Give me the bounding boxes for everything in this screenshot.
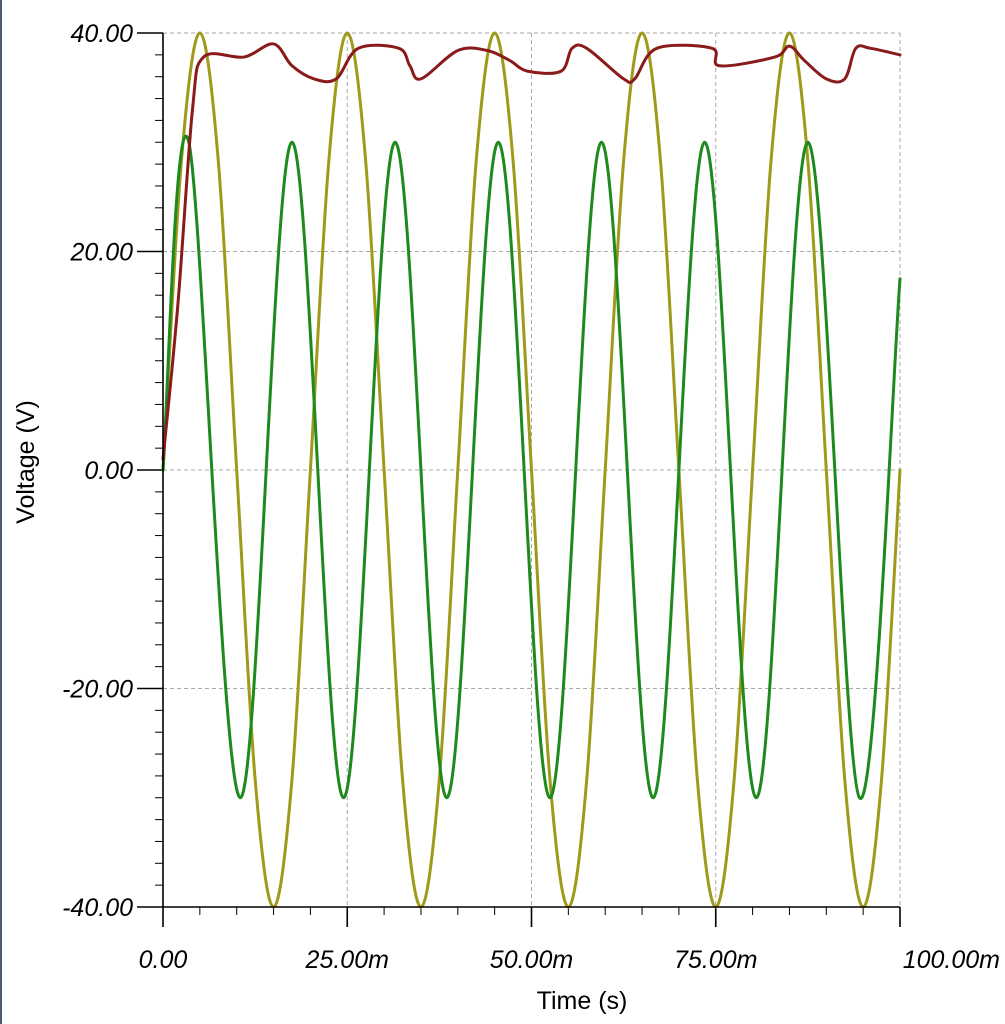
- y-tick-label: 20.00: [69, 239, 133, 267]
- series-line-3: [161, 42, 902, 461]
- x-tick-label: 0.00: [139, 946, 188, 974]
- x-tick-label: 25.00m: [305, 946, 389, 974]
- window-left-border: [0, 0, 2, 1024]
- y-tick-label: 0.00: [84, 457, 133, 485]
- x-tick-label: 50.00m: [490, 946, 573, 974]
- series-traces: [161, 31, 902, 909]
- x-tick-label: 100.00m: [903, 946, 1000, 974]
- series-line-1: [161, 31, 902, 909]
- x-tick-label: 75.00m: [674, 946, 757, 974]
- y-tick-label: -20.00: [62, 676, 133, 704]
- x-axis-title: Time (s): [537, 987, 628, 1015]
- y-tick-label: 40.00: [70, 20, 133, 48]
- y-tick-label: -40.00: [62, 894, 133, 922]
- y-axis-title: Voltage (V): [12, 400, 40, 524]
- axis-ticks: [137, 32, 901, 927]
- series-line-2: [161, 134, 902, 800]
